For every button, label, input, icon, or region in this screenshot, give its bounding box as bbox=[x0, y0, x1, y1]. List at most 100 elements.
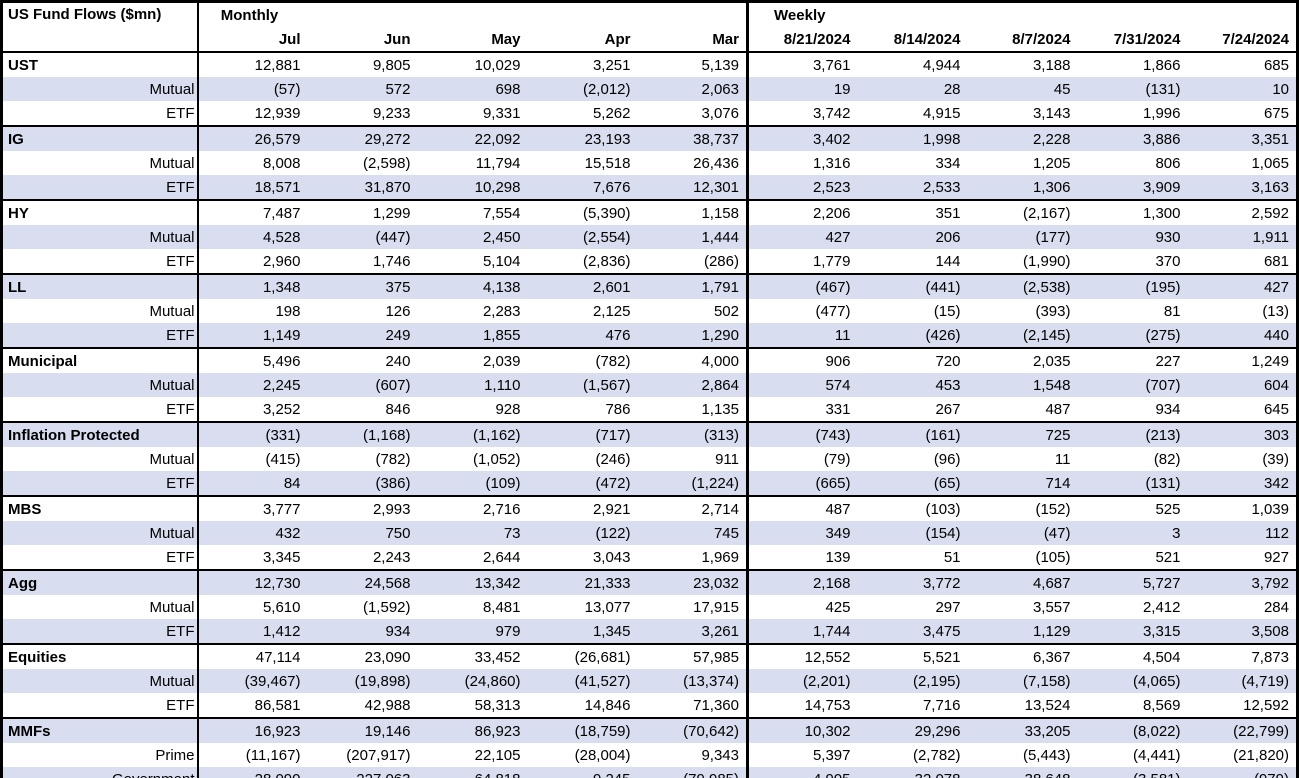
data-cell: 2,716 bbox=[417, 495, 528, 521]
data-cell: 3,076 bbox=[701, 104, 739, 122]
group-row: UST 12,881 9,805 10,029 3,251 5,139 3,761 4,944… bbox=[1, 51, 1298, 77]
data-cell: 1,744 bbox=[746, 619, 858, 644]
data-cell: 12,881 bbox=[197, 51, 308, 77]
data-cell: 2,412 bbox=[1142, 598, 1181, 616]
data-cell: 33,205 bbox=[967, 717, 1078, 743]
row-label: Mutual bbox=[1, 225, 199, 249]
data-cell: 2,960 bbox=[262, 252, 301, 270]
row-label: Government bbox=[1, 767, 199, 778]
data-cell: (154) bbox=[857, 521, 968, 545]
data-cell: (2,538) bbox=[967, 273, 1078, 299]
data-cell: 11 bbox=[1054, 450, 1071, 468]
sub-row: ETF 84 (386) (109) (472) (1,224) (665) (65) 714(… bbox=[1, 471, 1298, 496]
data-cell: 58,313 bbox=[474, 696, 521, 714]
data-cell: (96) bbox=[933, 450, 961, 468]
group-label: IG bbox=[1, 125, 199, 151]
data-cell: 502 bbox=[713, 302, 739, 320]
group-row: Equities 47,114 23,090 33,452 (26,681) 57,985… bbox=[1, 643, 1298, 669]
data-cell: 3,261 bbox=[637, 619, 748, 644]
data-cell: (1,162) bbox=[417, 421, 528, 447]
row-label: Mutual bbox=[1, 521, 199, 545]
data-cell: 81 bbox=[1163, 302, 1181, 320]
data-cell: 3,777 bbox=[197, 495, 308, 521]
data-cell: 9,343 bbox=[701, 746, 739, 764]
sub-row: ETF 1,149 249 1,855 476 1,290 11 (426) (2,145) (2… bbox=[1, 323, 1298, 348]
data-cell: (331) bbox=[197, 421, 308, 447]
row-label: ETF bbox=[1, 397, 199, 422]
data-cell: (82) bbox=[1153, 450, 1181, 468]
data-cell: (79) bbox=[746, 447, 858, 471]
data-cell: (39,467) bbox=[197, 669, 308, 693]
data-cell: (15) bbox=[933, 302, 961, 320]
data-cell: 2,592 bbox=[1187, 199, 1298, 225]
data-cell: (7,158) bbox=[967, 669, 1078, 693]
data-cell: (105) bbox=[1035, 548, 1071, 566]
data-cell: 38,737 bbox=[637, 125, 748, 151]
data-cell: 3,792 bbox=[1187, 569, 1298, 595]
data-cell: (4,441) bbox=[1132, 746, 1181, 764]
data-cell: 5,610 bbox=[262, 598, 301, 616]
data-cell: (39) bbox=[1262, 450, 1289, 468]
data-cell: (1,567) bbox=[527, 373, 638, 397]
data-cell: 487 bbox=[746, 495, 858, 521]
data-cell: (979) bbox=[1187, 767, 1298, 778]
data-cell: 2,921 bbox=[527, 495, 638, 521]
data-cell: 12,552 bbox=[746, 643, 858, 669]
data-cell: 10,298 bbox=[417, 175, 528, 200]
row-label: Mutual bbox=[1, 151, 199, 175]
data-cell: 2,206 bbox=[746, 199, 858, 225]
data-cell: (1,168) bbox=[307, 421, 418, 447]
data-cell: 425 bbox=[746, 595, 858, 619]
data-cell: 1,249 bbox=[1187, 347, 1298, 373]
data-cell: 10 bbox=[1187, 77, 1298, 101]
data-cell: (707) bbox=[1077, 373, 1188, 397]
data-cell: 57,985 bbox=[637, 643, 748, 669]
column-header: Apr bbox=[527, 27, 638, 53]
data-cell: 4,687 bbox=[967, 569, 1078, 595]
group-row: Inflation Protected (331) (1,168) (1,162) (7… bbox=[1, 421, 1298, 447]
group-label: UST bbox=[1, 51, 199, 77]
column-header-row: Jul Jun May Apr Mar 8/21/2024 8/14/2024 8/7/202… bbox=[2, 27, 1298, 53]
column-header: 8/7/2024 bbox=[967, 27, 1078, 53]
data-cell: 2,864 bbox=[637, 373, 748, 397]
header-spacer bbox=[638, 2, 748, 28]
row-label: Mutual bbox=[1, 595, 199, 619]
data-cell: 11 bbox=[746, 323, 858, 348]
data-cell: 1,791 bbox=[637, 273, 748, 299]
data-cell: 4,528 bbox=[197, 225, 308, 249]
column-header: Jun bbox=[307, 27, 418, 53]
data-cell: 4,944 bbox=[857, 51, 968, 77]
data-cell: 5,521 bbox=[857, 643, 968, 669]
data-cell: 1,300 bbox=[1077, 199, 1188, 225]
data-cell: (1,990) bbox=[1022, 252, 1071, 270]
data-cell: 24,568 bbox=[307, 569, 418, 595]
data-cell: 18,571 bbox=[197, 175, 308, 200]
data-cell: 12,592 bbox=[1243, 696, 1289, 714]
data-cell: 7,554 bbox=[417, 199, 528, 225]
data-cell: (2,167) bbox=[967, 199, 1078, 225]
data-cell: 2,243 bbox=[372, 548, 411, 566]
data-cell: 675 bbox=[1263, 104, 1289, 122]
data-cell: (415) bbox=[265, 450, 301, 468]
data-cell: 1,998 bbox=[857, 125, 968, 151]
data-cell: 8,008 bbox=[262, 154, 301, 172]
data-cell: 2,533 bbox=[857, 175, 968, 200]
data-cell: 12,939 bbox=[254, 104, 301, 122]
row-label: Mutual bbox=[1, 669, 199, 693]
data-cell: (782) bbox=[375, 450, 411, 468]
row-label: ETF bbox=[1, 323, 199, 348]
data-cell: 28,090 bbox=[197, 767, 308, 778]
data-cell: 806 bbox=[1155, 154, 1181, 172]
data-cell: 3,475 bbox=[857, 619, 968, 644]
section-header-row: US Fund Flows ($mn) Monthly Weekly bbox=[1, 1, 1298, 52]
data-cell: 1,129 bbox=[967, 619, 1078, 644]
data-cell: 8,481 bbox=[482, 598, 521, 616]
data-cell: (2,012) bbox=[527, 77, 638, 101]
data-cell: (26,681) bbox=[527, 643, 638, 669]
data-cell: 284 bbox=[1263, 598, 1289, 616]
data-cell: (286) bbox=[703, 252, 739, 270]
data-cell: 750 bbox=[307, 521, 418, 545]
sub-row: Mutual (415) (782) (1,052) (246) 911 (79) (96) 1… bbox=[1, 447, 1298, 471]
data-cell: 29,272 bbox=[307, 125, 418, 151]
